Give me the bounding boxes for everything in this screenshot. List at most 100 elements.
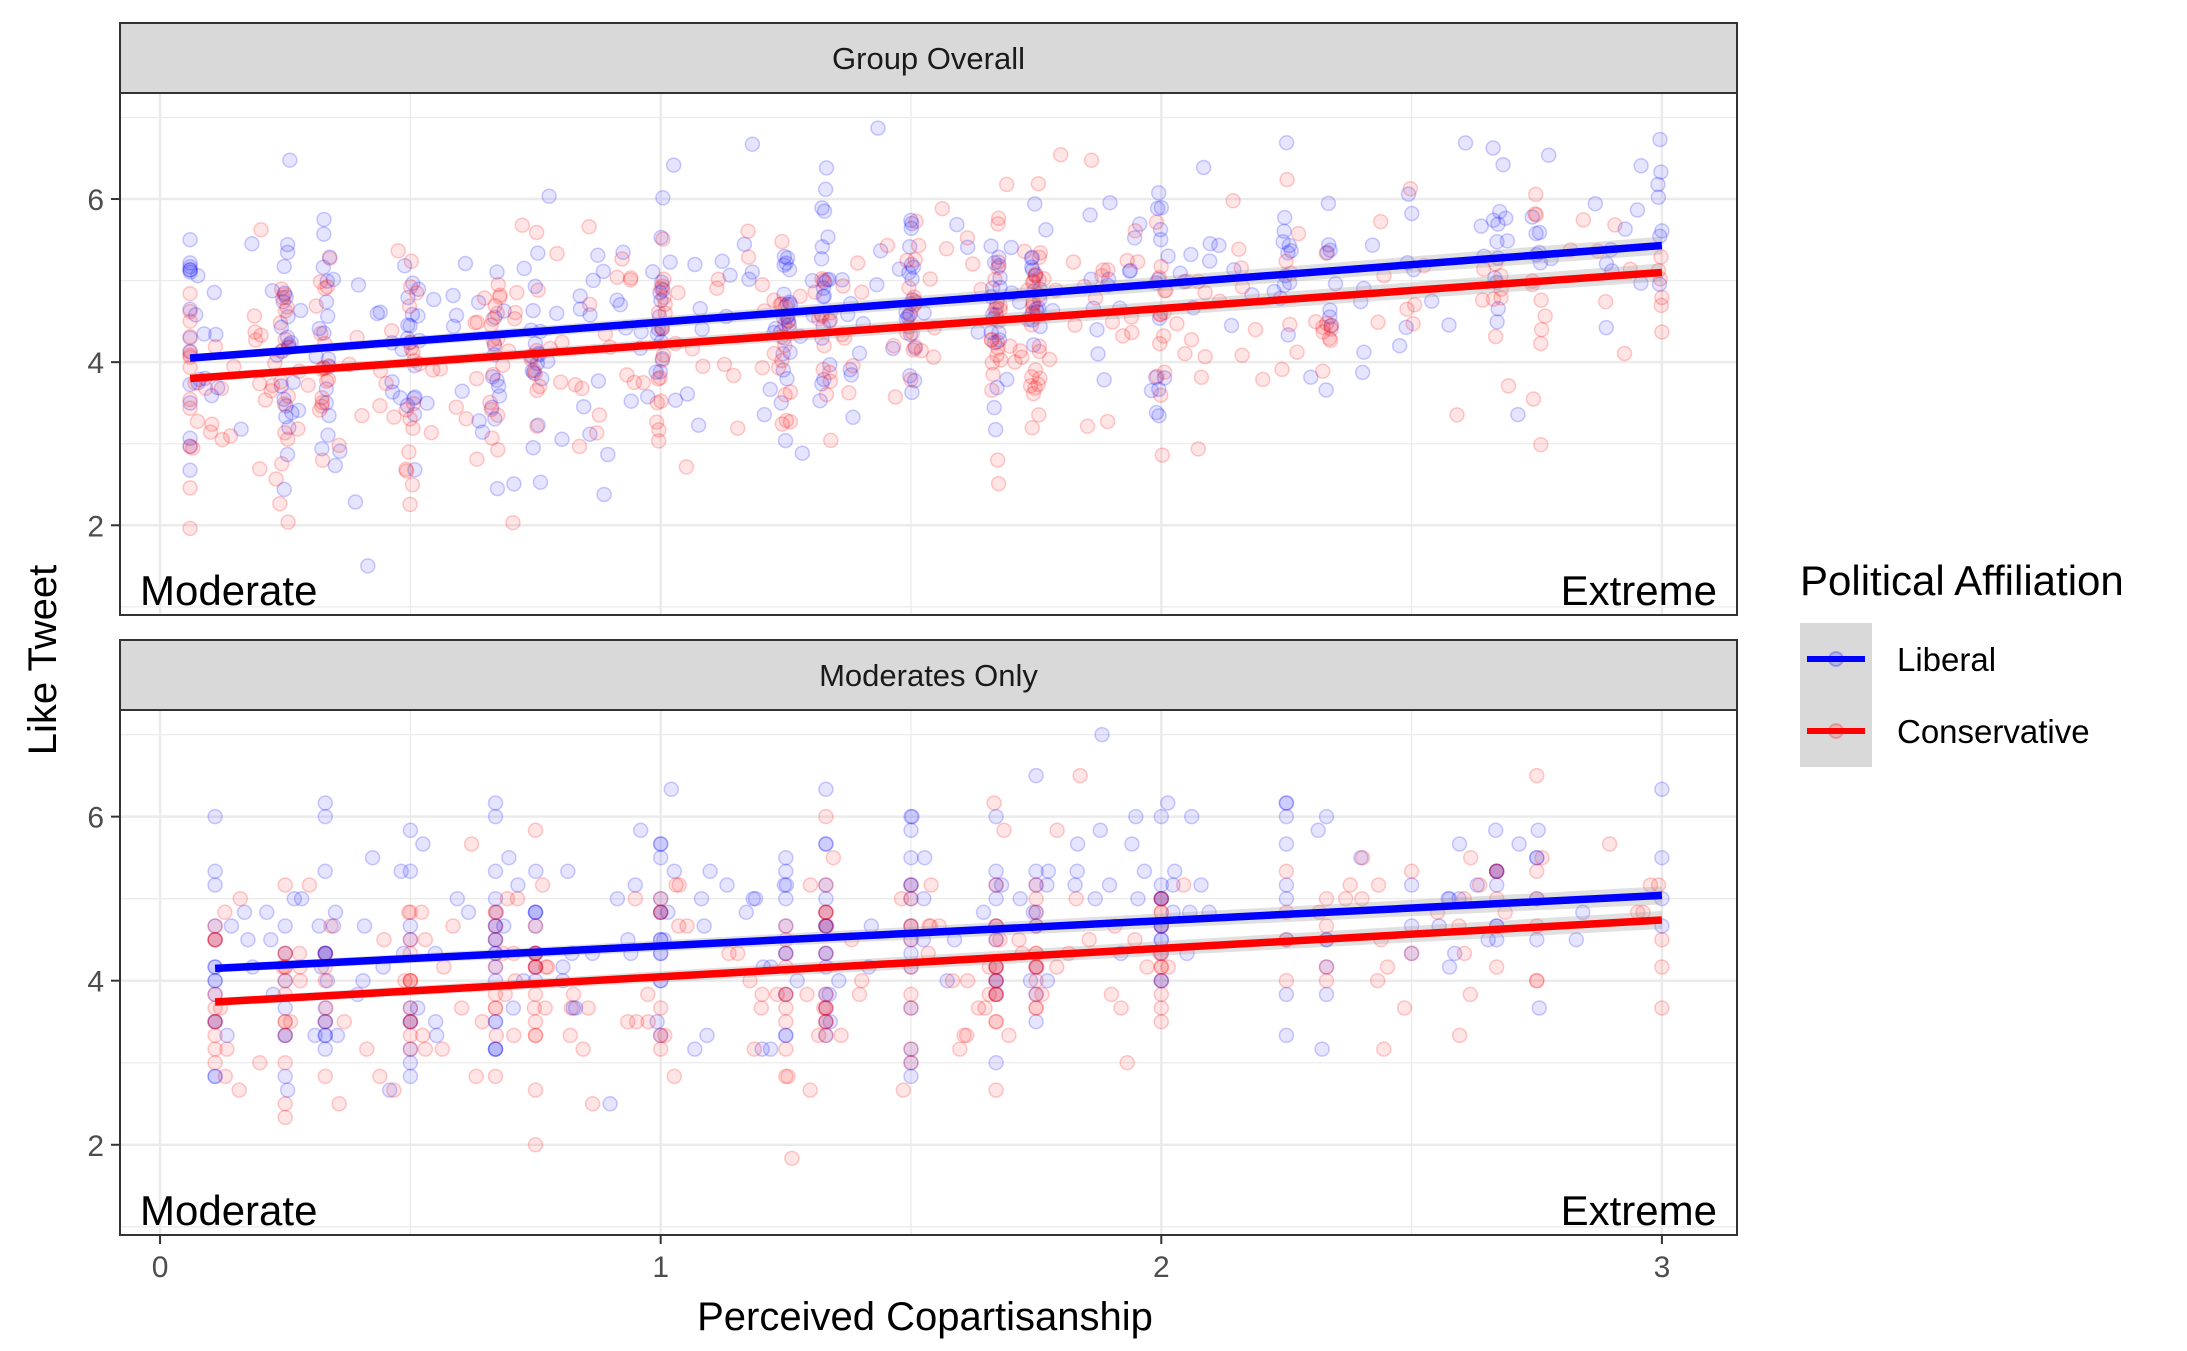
point-conservative	[1372, 213, 1389, 230]
point-conservative	[527, 1082, 544, 1098]
point-conservative	[264, 377, 281, 394]
point-conservative	[483, 401, 500, 418]
point-conservative	[476, 290, 493, 306]
point-liberal	[384, 374, 400, 390]
point-liberal	[1319, 244, 1335, 261]
point-liberal	[364, 849, 381, 866]
point-conservative	[1597, 293, 1614, 310]
point-conservative	[1068, 890, 1084, 907]
point-liberal	[1489, 314, 1505, 330]
point-conservative	[1315, 363, 1331, 379]
fit-line-liberal	[189, 241, 1663, 362]
point-liberal	[236, 904, 253, 921]
point-liberal	[991, 324, 1007, 341]
point-conservative	[1318, 972, 1335, 989]
point-liberal	[489, 372, 505, 388]
point-liberal	[1153, 890, 1170, 907]
point-conservative	[1318, 890, 1335, 907]
point-liberal	[687, 1041, 703, 1057]
point-liberal	[1165, 877, 1181, 893]
point-conservative	[1153, 959, 1170, 975]
point-liberal	[693, 890, 710, 907]
point-liberal	[1023, 250, 1040, 267]
point-conservative	[989, 334, 1006, 350]
point-conservative	[527, 1013, 544, 1030]
point-conservative	[468, 370, 485, 387]
point-liberal	[527, 904, 544, 921]
point-conservative	[320, 371, 337, 388]
point-liberal	[1441, 959, 1458, 975]
point-conservative	[1148, 214, 1165, 230]
point-liberal	[273, 378, 290, 394]
point-conservative	[252, 1054, 268, 1071]
point-conservative	[1529, 767, 1545, 784]
point-liberal	[317, 1027, 334, 1044]
point-liberal	[872, 243, 889, 259]
point-liberal	[1183, 246, 1199, 263]
point-conservative	[1231, 241, 1247, 257]
point-liberal	[1318, 959, 1335, 975]
point-liberal	[329, 1027, 346, 1044]
point-conservative	[527, 822, 544, 839]
point-liberal	[903, 877, 919, 893]
point-conservative	[277, 1096, 293, 1112]
point-conservative	[1616, 345, 1633, 362]
point-liberal	[1327, 275, 1344, 292]
point-liberal	[400, 289, 416, 306]
point-liberal	[282, 152, 298, 168]
point-liberal	[487, 309, 503, 326]
point-conservative	[778, 1068, 794, 1085]
point-conservative	[818, 918, 834, 934]
point-liberal	[196, 326, 212, 342]
point-conservative	[958, 1027, 975, 1044]
point-conservative	[1406, 297, 1423, 313]
point-liberal	[778, 849, 794, 866]
point-conservative	[207, 338, 224, 355]
point-liberal	[916, 305, 932, 321]
point-liberal	[1040, 863, 1057, 880]
point-conservative	[654, 278, 671, 294]
point-liberal	[399, 397, 416, 414]
point-conservative	[251, 375, 268, 392]
point-liberal	[277, 1000, 293, 1016]
scatter-points	[182, 120, 1670, 574]
point-liberal	[279, 446, 296, 463]
point-liberal	[285, 374, 302, 390]
point-liberal	[1278, 808, 1295, 825]
point-liberal	[817, 181, 834, 198]
point-conservative	[217, 1068, 234, 1085]
point-liberal	[316, 325, 332, 341]
point-liberal	[1278, 836, 1295, 852]
point-conservative	[398, 402, 415, 418]
point-conservative	[549, 245, 565, 262]
point-conservative	[291, 945, 308, 962]
point-liberal	[560, 863, 576, 880]
point-liberal	[1028, 904, 1044, 921]
point-conservative	[246, 308, 263, 324]
point-liberal	[402, 1013, 419, 1030]
point-liberal	[206, 284, 223, 301]
point-conservative	[903, 1054, 919, 1071]
point-conservative	[1095, 262, 1111, 278]
point-conservative	[1175, 877, 1192, 893]
point-conservative	[405, 395, 422, 412]
point-liberal	[1633, 158, 1649, 174]
point-conservative	[331, 1096, 347, 1112]
point-liberal	[993, 877, 1010, 893]
point-conservative	[277, 877, 293, 893]
point-conservative	[983, 331, 1000, 348]
point-liberal	[789, 972, 805, 989]
point-liberal	[219, 1027, 235, 1044]
point-liberal	[1069, 836, 1086, 852]
point-liberal	[400, 317, 416, 333]
point-conservative	[818, 808, 834, 825]
point-liberal	[470, 294, 487, 311]
point-conservative	[487, 904, 504, 921]
point-liberal	[903, 849, 919, 866]
point-liberal	[487, 890, 504, 907]
point-liberal	[851, 345, 868, 362]
point-liberal	[775, 346, 791, 362]
point-liberal	[1148, 404, 1165, 421]
point-conservative	[766, 345, 783, 362]
point-conservative	[311, 402, 328, 418]
